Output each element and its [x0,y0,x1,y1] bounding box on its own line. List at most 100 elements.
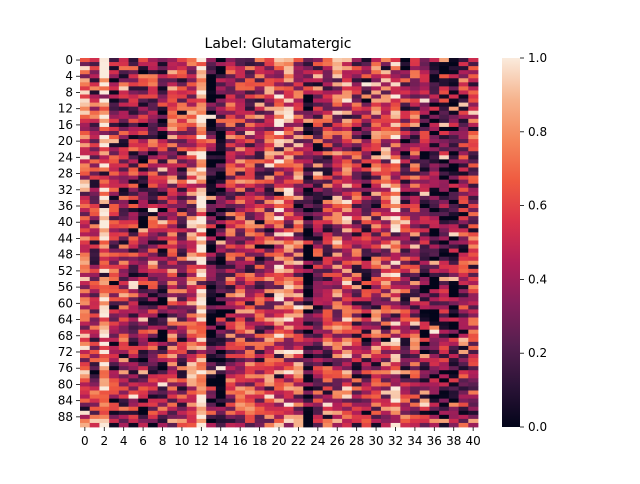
heatmap-cell [410,321,421,327]
heatmap-cell [157,329,168,335]
heatmap-cell [400,362,411,367]
heatmap-cell [458,264,469,270]
heatmap-cell [293,406,304,412]
heatmap-cell [206,414,217,420]
heatmap-cell [235,268,246,274]
heatmap-cell [225,329,236,335]
heatmap-cell [147,252,159,258]
heatmap-cell [439,414,450,420]
heatmap-cell [118,313,129,318]
heatmap-cell [371,126,382,132]
heatmap-cell [89,240,100,245]
heatmap-cell [400,179,411,185]
heatmap-cell [342,183,353,189]
heatmap-cell [89,248,100,254]
heatmap-cell [89,98,100,104]
heatmap-cell [400,102,411,108]
heatmap-cell [371,272,382,278]
heatmap-cell [147,220,159,225]
heatmap-cell [400,175,411,181]
heatmap-cell [390,208,401,213]
heatmap-cell [274,86,285,91]
heatmap-cell [235,155,246,160]
heatmap-cell [167,276,178,282]
heatmap-cell [283,98,294,104]
heatmap-cell [167,325,178,331]
heatmap-cell [283,212,294,217]
heatmap-cell [361,106,372,112]
heatmap-cell [206,248,217,254]
heatmap-cell [448,175,459,181]
heatmap-cell [206,333,217,339]
heatmap-cell [274,313,285,318]
heatmap-cell [99,199,110,205]
heatmap-cell [254,285,265,290]
heatmap-cell [235,82,246,87]
heatmap-cell [109,159,120,164]
heatmap-cell [312,232,324,237]
heatmap-cell [448,220,459,225]
heatmap-cell [274,414,285,420]
heatmap-cell [109,151,120,156]
heatmap-cell [332,293,343,298]
heatmap-cell [312,78,324,83]
heatmap-cell [410,248,421,254]
heatmap-cell [458,289,469,294]
heatmap-cell [439,341,450,347]
heatmap-cell [303,285,314,290]
heatmap-cell [322,94,333,99]
x-tick-label: 28 [349,434,364,448]
heatmap-cell [332,414,343,420]
heatmap-cell [264,212,275,217]
heatmap-cell [157,106,168,112]
heatmap-cell [448,62,459,67]
heatmap-cell [177,126,188,132]
heatmap-cell [177,301,188,306]
heatmap-cell [80,354,91,359]
heatmap-cell [254,78,265,83]
heatmap-cell [303,224,314,229]
heatmap-cell [390,191,401,197]
heatmap-cell [458,66,469,71]
heatmap-cell [332,256,343,262]
heatmap-cell [283,390,294,395]
heatmap-cell [118,203,129,209]
heatmap-cell [351,252,362,258]
x-tick-label: 20 [271,434,286,448]
heatmap-cell [400,94,411,99]
heatmap-cell [128,406,139,412]
heatmap-cell [439,333,450,339]
heatmap-cell [390,171,401,176]
heatmap-cell [264,126,275,132]
heatmap-cell [128,386,139,391]
heatmap-cell [215,90,227,95]
heatmap-cell [254,58,265,63]
heatmap-cell [342,256,353,262]
heatmap-cell [410,94,421,99]
heatmap-cell [312,220,324,225]
heatmap-cell [322,216,333,221]
heatmap-cell [128,313,139,318]
heatmap-cell [390,252,401,258]
colorbar-ticks: 0.00.20.40.60.81.0 [520,51,547,434]
heatmap-cell [196,236,207,241]
heatmap-cell [274,78,285,83]
heatmap-cell [380,94,392,99]
heatmap-cell [245,362,256,367]
heatmap-cell [157,378,168,383]
heatmap-cell [206,313,217,318]
heatmap-cell [225,289,236,294]
heatmap-cell [322,199,333,205]
heatmap-cell [225,402,236,408]
heatmap-cell [186,313,197,318]
heatmap-cell [400,106,411,112]
heatmap-cell [225,374,236,379]
heatmap-cell [167,378,178,383]
heatmap-cell [410,240,421,245]
heatmap-cell [419,414,430,420]
heatmap-cell [429,74,440,79]
heatmap-cell [361,264,372,270]
heatmap-cell [109,167,120,172]
heatmap-cell [186,272,197,278]
heatmap-cell [458,309,469,314]
